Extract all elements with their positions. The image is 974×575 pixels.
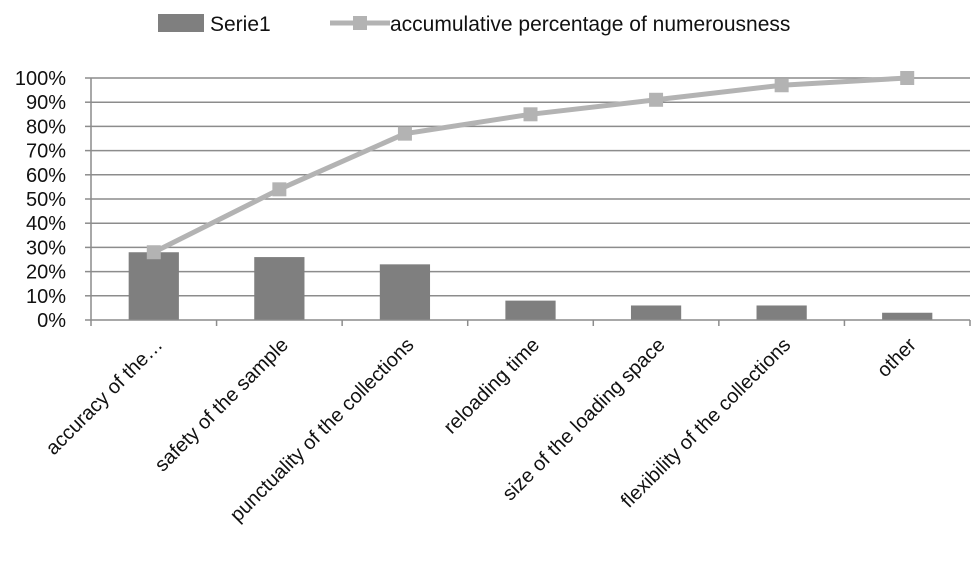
- y-tick-label: 30%: [26, 237, 66, 259]
- axes: [85, 77, 971, 326]
- legend-label-accumulative: accumulative percentage of numerousness: [390, 13, 790, 36]
- y-tick-label: 60%: [26, 165, 66, 187]
- line-point-3: [523, 107, 538, 122]
- legend-swatch-serie1: [158, 14, 204, 32]
- x-tick-label: other: [873, 334, 921, 382]
- bar-0: [128, 252, 179, 320]
- y-tick-label: 40%: [26, 213, 66, 235]
- legend-marker-line: [353, 16, 367, 30]
- x-tick-label: safety of the sample: [151, 334, 293, 476]
- y-tick-label: 50%: [26, 189, 66, 211]
- line-point-2: [397, 126, 412, 141]
- y-tick-label: 90%: [26, 92, 66, 114]
- bar-1: [254, 257, 305, 320]
- bar-3: [505, 300, 556, 320]
- x-tick-label: reloading time: [440, 334, 544, 438]
- y-tick-labels: 0%10%20% 30%40%50%60%70% 80%90%100%: [15, 68, 66, 332]
- y-tick-label: 100%: [15, 68, 66, 90]
- y-tick-label: 0%: [37, 310, 66, 332]
- y-tick-label: 20%: [26, 262, 66, 284]
- x-tick-labels: accuracy of the…safety of the samplepunc…: [42, 334, 921, 527]
- line-point-0: [146, 245, 161, 260]
- bar-series: [128, 252, 933, 320]
- legend: Serie1 accumulative percentage of numero…: [158, 13, 790, 36]
- line-series: [146, 71, 915, 260]
- legend-label-serie1: Serie1: [210, 13, 271, 36]
- y-tick-label: 10%: [26, 286, 66, 308]
- cumulative-line: [152, 75, 908, 255]
- bar-4: [630, 305, 682, 320]
- bar-2: [379, 264, 431, 320]
- gridlines: [91, 77, 970, 297]
- bar-5: [756, 305, 807, 320]
- y-tick-label: 70%: [26, 141, 66, 163]
- line-point-6: [900, 71, 915, 85]
- bar-6: [882, 312, 933, 320]
- y-tick-label: 80%: [26, 116, 66, 138]
- line-point-1: [272, 182, 287, 197]
- line-point-5: [774, 78, 789, 93]
- x-tick-label: accuracy of the…: [42, 334, 168, 460]
- line-point-4: [649, 92, 664, 107]
